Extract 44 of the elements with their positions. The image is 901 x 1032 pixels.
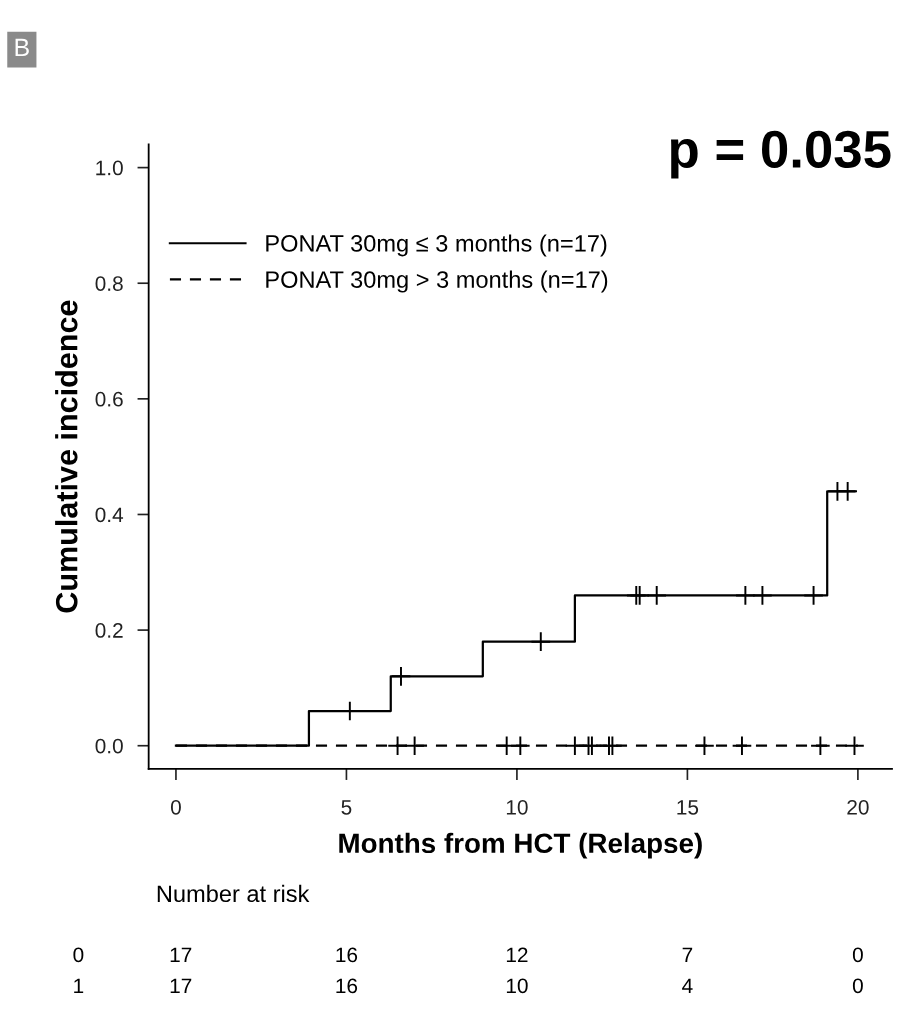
text: B [15, 38, 29, 56]
point [694, 735, 715, 756]
y-tick-label: 1.0 [96, 160, 123, 176]
point [803, 585, 824, 606]
text: 0 [73, 947, 84, 963]
x-tick-label: 20 [847, 799, 869, 815]
x-tick-label: 5 [341, 800, 352, 815]
y-tick-label: 0.0 [95, 738, 123, 754]
text: 4 [682, 978, 693, 994]
x-axis-title: Months from HCT (Relapse) [339, 832, 702, 859]
point [404, 735, 425, 756]
text: 12 [506, 947, 528, 963]
point [387, 735, 408, 756]
point [646, 585, 668, 606]
y-tick-label: 0.2 [95, 623, 123, 638]
annotation: p = 0.035 [671, 130, 891, 179]
x-tick-label: 10 [506, 799, 528, 815]
point [837, 481, 858, 502]
point [752, 585, 773, 606]
text: 17 [170, 947, 192, 963]
y-tick-label: 0.4 [95, 507, 124, 523]
text: Number at risk [157, 884, 310, 903]
text: 1 [74, 978, 84, 994]
y-tick-label: 0.6 [95, 391, 123, 407]
y-tick-label: 0.8 [95, 276, 123, 291]
text: 7 [682, 947, 693, 963]
legend-label: PONAT 30mg ≤ 3 months (n=17) [266, 234, 607, 257]
point [390, 666, 412, 687]
text: 16 [336, 978, 358, 994]
text: 0 [852, 947, 863, 963]
point [731, 735, 753, 756]
point [735, 585, 756, 606]
text: 17 [170, 978, 192, 994]
y-axis-title: Cumulative incidence [55, 300, 78, 613]
x-tick-label: 15 [677, 800, 699, 815]
legend-label: PONAT 30mg > 3 months (n=17) [266, 270, 608, 293]
text: 0 [852, 978, 863, 994]
point [810, 735, 831, 756]
point [510, 735, 531, 756]
text: 16 [336, 947, 358, 963]
text: 10 [506, 978, 528, 994]
x-tick-label: 0 [170, 799, 181, 815]
point [530, 631, 552, 652]
point [844, 735, 865, 756]
